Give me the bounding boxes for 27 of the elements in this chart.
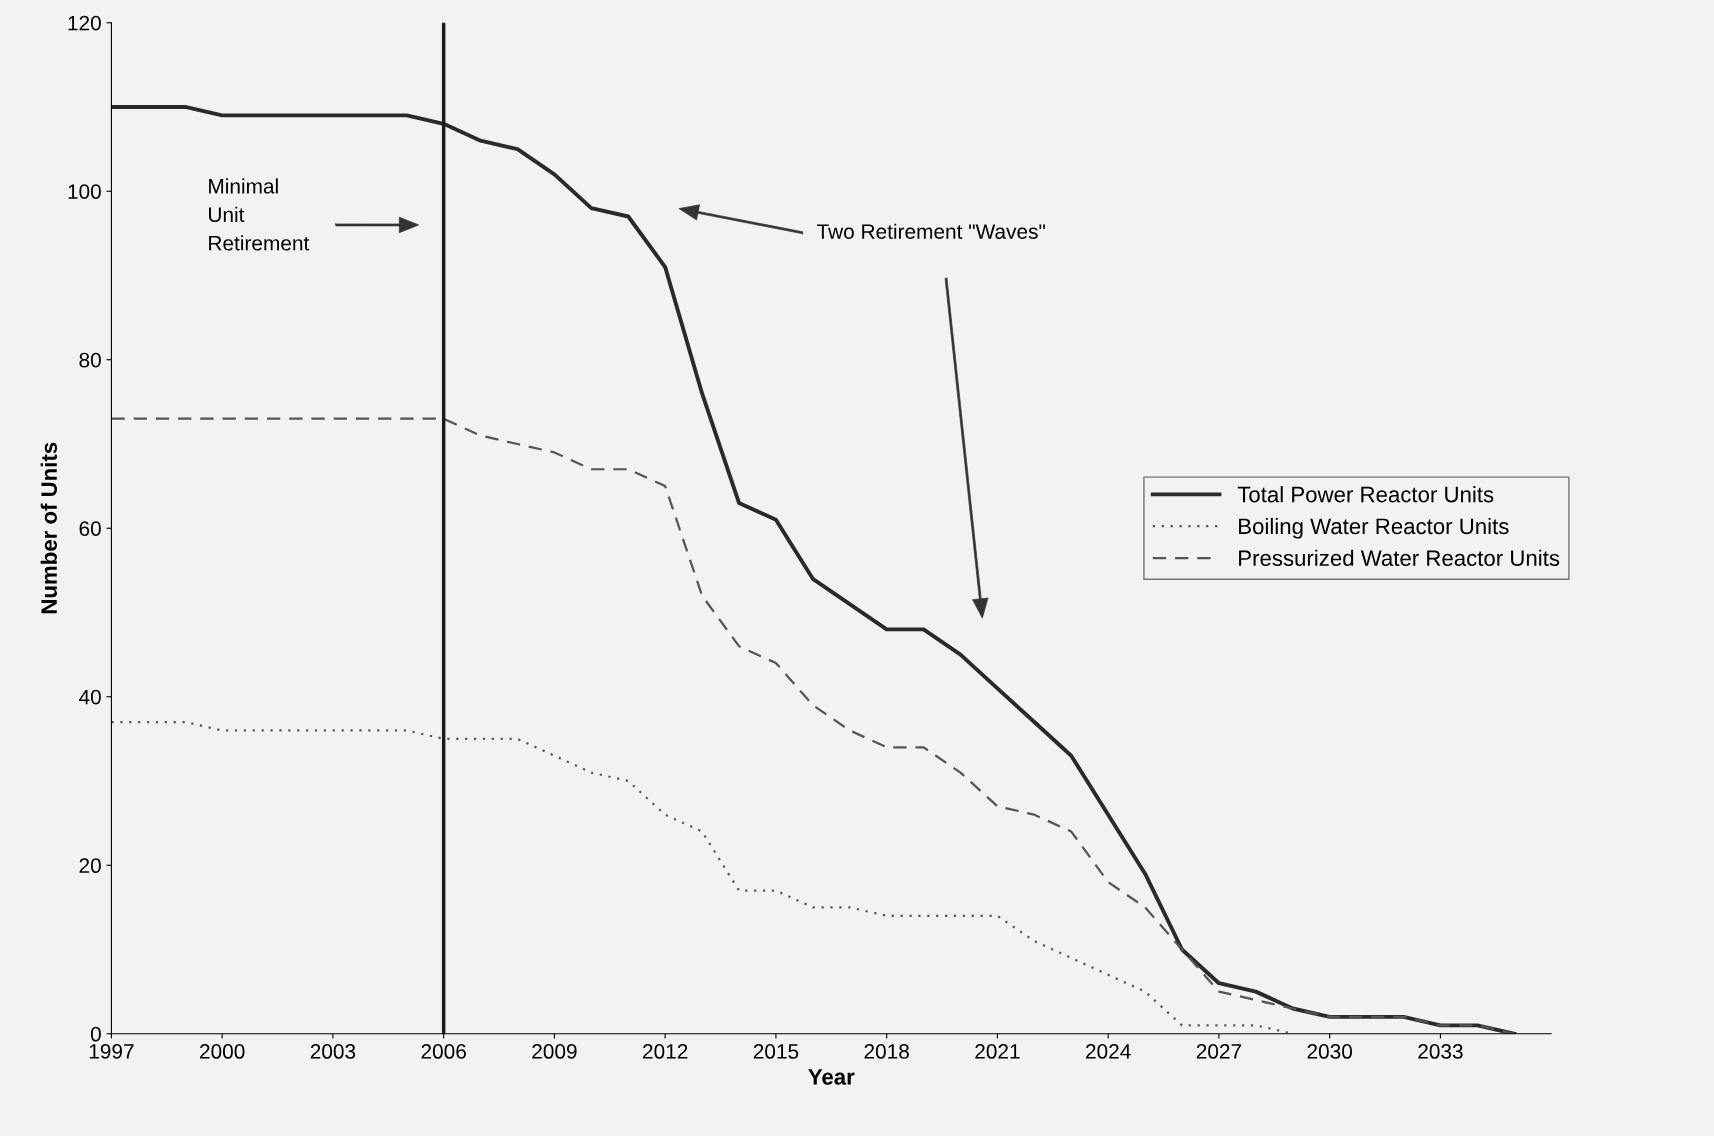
legend-label: Pressurized Water Reactor Units <box>1239 549 1560 567</box>
legend-label: Total Power Reactor Units <box>1237 486 1494 503</box>
y-tick-label: 80 <box>79 352 101 368</box>
x-tick-label: 2033 <box>1418 1044 1463 1059</box>
y-tick-label: 100 <box>68 184 101 199</box>
x-tick-label: 2015 <box>753 1044 799 1059</box>
y-tick-label: 0 <box>90 1026 101 1042</box>
y-tick-label: 40 <box>79 689 101 705</box>
y-axis-title: Number of Units <box>40 442 57 614</box>
x-tick-label: 2018 <box>864 1044 909 1059</box>
x-tick-label: 2024 <box>1086 1044 1131 1059</box>
x-tick-label: 2027 <box>1196 1044 1242 1059</box>
x-tick-label: 1997 <box>89 1044 134 1059</box>
x-axis-title: Year <box>808 1069 855 1085</box>
x-tick-label: 2012 <box>643 1044 688 1059</box>
annotation: Minimal Unit Retirement <box>209 178 310 251</box>
annotation: Two Retirement "Waves" <box>816 223 1045 239</box>
x-tick-label: 2000 <box>200 1044 245 1059</box>
x-tick-label: 2003 <box>310 1044 356 1059</box>
y-tick-label: 120 <box>68 15 101 31</box>
x-tick-label: 2009 <box>532 1044 577 1059</box>
x-tick-label: 2030 <box>1307 1044 1353 1059</box>
x-tick-label: 2021 <box>975 1044 1020 1059</box>
y-tick-label: 20 <box>79 858 101 874</box>
x-tick-label: 2006 <box>421 1044 466 1059</box>
legend-label: Boiling Water Reactor Units <box>1239 517 1509 539</box>
y-tick-label: 60 <box>79 521 101 536</box>
